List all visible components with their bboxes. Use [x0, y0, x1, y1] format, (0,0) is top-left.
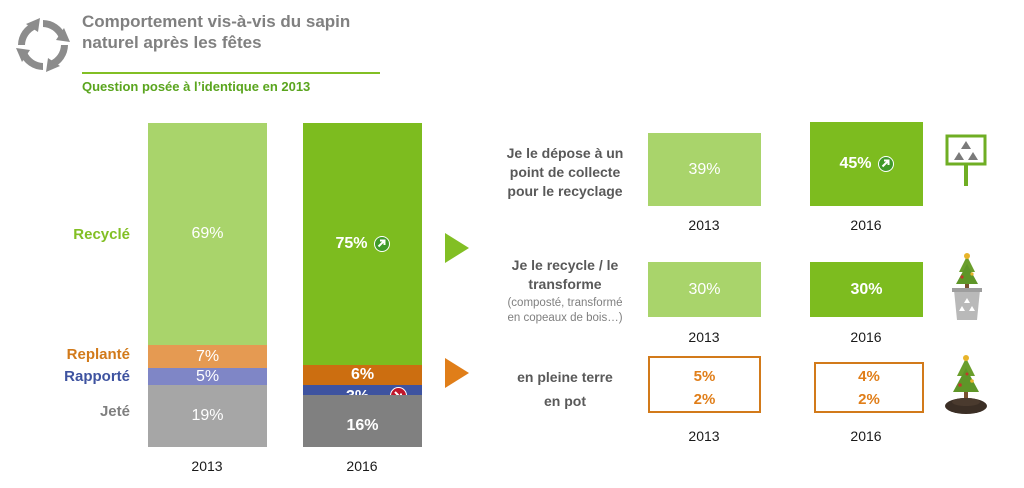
data-label-jete-2013: 19% — [191, 407, 224, 424]
row-label-pleine-terre: en pleine terre — [517, 369, 613, 385]
legend-label-jete: Jeté — [99, 403, 130, 420]
data-label-jete-2016: 16% — [346, 417, 379, 434]
data-label-recycle-2013: 69% — [191, 225, 224, 242]
value-box-replante-2016: 4% 2% — [814, 362, 924, 413]
data-label-replante-2013: 7% — [195, 347, 220, 365]
col-year-2013-row3: 2013 — [688, 428, 720, 444]
arrow-right-icon-orange — [445, 358, 469, 393]
value-en-pot-2016: 2% — [858, 391, 880, 408]
data-label-recycle-2016: 75% — [335, 235, 368, 252]
title-divider — [82, 72, 380, 74]
value-pleine-terre-2013: 5% — [693, 368, 716, 385]
value-box-transforme-2013: 30% — [648, 262, 761, 317]
data-label-rapporte-2013: 5% — [195, 367, 220, 385]
breakdown-table: Je le dépose à un point de collecte pour… — [470, 110, 1024, 488]
legend-label-rapporte: Rapporté — [64, 368, 130, 385]
bar-segment-rapporte-2013: 5% — [148, 368, 267, 385]
page-subtitle: Question posée à l’identique en 2013 — [82, 79, 311, 94]
value-en-pot-2013: 2% — [693, 391, 716, 408]
value-box-depot-2013: 39% — [648, 133, 761, 206]
col-year-2013-row1: 2013 — [688, 217, 720, 233]
col-year-2016-row1: 2016 — [850, 217, 882, 233]
value-pleine-terre-2016: 4% — [858, 368, 880, 385]
stacked-bar-chart: Recyclé Replanté Rapporté Jeté 69% 7% 5%… — [0, 0, 430, 488]
legend-label-recycle: Recyclé — [73, 226, 130, 243]
bar-segment-jete-2016: 16% — [303, 395, 422, 447]
bar-segment-recycle-2013: 69% — [148, 123, 267, 345]
row-label-recycle-transforme: Je le recycle / le transforme — [511, 257, 619, 292]
bar-segment-replante-2013: 7% — [148, 345, 267, 368]
value-box-transforme-2016: 30% — [810, 262, 923, 317]
header-recycle-icon — [14, 16, 72, 74]
planted-tree-icon — [943, 352, 989, 416]
row-label-en-pot: en pot — [544, 393, 586, 409]
col-year-2016-row3: 2016 — [850, 428, 882, 444]
value-box-replante-2013: 5% 2% — [648, 356, 761, 413]
arrow-right-icon-green — [445, 233, 469, 268]
page-title-line2: naturel après les fêtes — [82, 33, 262, 52]
recycling-sign-icon — [945, 134, 989, 188]
trend-up-icon — [877, 156, 894, 172]
col-year-2016-row2: 2016 — [850, 329, 882, 345]
page-title-line1: Comportement vis-à-vis du sapin — [82, 12, 351, 31]
x-tick-2013: 2013 — [191, 458, 223, 474]
bar-segment-replante-2016: 6% — [303, 365, 422, 385]
row-note-recycle-transforme: (composté, transformé en copeaux de bois… — [507, 297, 623, 324]
value-box-depot-2016: 45% — [810, 122, 923, 206]
bar-segment-recycle-2016: 75% — [303, 123, 422, 365]
row-label-depot-collecte: Je le dépose à un point de collecte pour… — [506, 145, 624, 199]
data-label-replante-2016: 6% — [350, 366, 375, 383]
x-tick-2016: 2016 — [346, 458, 378, 474]
trend-up-icon — [373, 236, 390, 252]
legend-label-replante: Replanté — [66, 346, 130, 363]
tree-recycle-bin-icon — [950, 250, 984, 322]
page-title: Comportement vis-à-vis du sapin naturel … — [82, 11, 382, 53]
bar-segment-jete-2013: 19% — [148, 385, 267, 447]
bar-segment-rapporte-2016 — [303, 385, 422, 395]
col-year-2013-row2: 2013 — [688, 329, 720, 345]
